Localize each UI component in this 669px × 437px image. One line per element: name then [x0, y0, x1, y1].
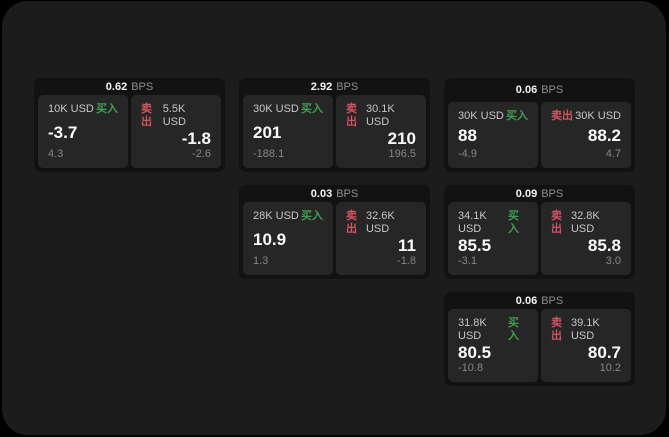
- buy-price: 80.5: [458, 343, 492, 362]
- buy-label: 买入: [508, 317, 520, 342]
- buy-delta: 1.3: [253, 255, 269, 267]
- quote-card-grid: 0.62 BPS 10K USD 买入 -3.7 4.3 卖出 5.5K USD: [34, 78, 635, 386]
- sell-panel[interactable]: 卖出 30.1K USD 210 196.5: [336, 95, 426, 168]
- bps-value: 0.03: [310, 187, 333, 200]
- sell-label: 卖出: [551, 317, 562, 342]
- bps-value: 0.06: [515, 84, 538, 96]
- buy-label: 买入: [508, 210, 520, 235]
- buy-delta: -188.1: [253, 148, 285, 160]
- sell-amount: 39.1K USD: [570, 317, 600, 342]
- bps-unit-label: BPS: [131, 80, 154, 93]
- bps-unit-label: BPS: [541, 84, 564, 96]
- buy-delta: 4.3: [48, 148, 64, 160]
- card-header: 0.06 BPS: [444, 78, 635, 102]
- sell-amount: 30.1K USD: [365, 103, 395, 128]
- card-header: 2.92 BPS: [239, 78, 430, 95]
- sell-amount: 32.6K USD: [365, 210, 395, 235]
- sell-label: 卖出: [346, 210, 357, 235]
- bps-value: 0.62: [105, 80, 128, 93]
- sell-delta: 10.2: [599, 362, 621, 374]
- quote-card: 0.03 BPS 28K USD 买入 10.9 1.3 卖出 32.6K US…: [239, 185, 430, 279]
- bps-unit-label: BPS: [336, 187, 359, 200]
- buy-price: -3.7: [48, 122, 78, 142]
- buy-panel[interactable]: 31.8K USD 买入 80.5 -10.8: [448, 309, 538, 382]
- sell-label: 卖出: [141, 103, 152, 128]
- sell-amount: 5.5K USD: [162, 103, 186, 128]
- sell-price: 88.2: [587, 126, 621, 145]
- buy-panel[interactable]: 28K USD 买入 10.9 1.3: [243, 202, 333, 275]
- bps-value: 0.09: [515, 187, 538, 200]
- sell-delta: -1.8: [397, 255, 416, 267]
- sell-panel[interactable]: 卖出 32.6K USD 11 -1.8: [336, 202, 426, 275]
- buy-amount: 31.8K USD: [458, 317, 487, 342]
- buy-price: 88: [458, 126, 477, 145]
- bps-unit-label: BPS: [541, 294, 564, 307]
- card-header: 0.62 BPS: [34, 78, 225, 95]
- buy-label: 买入: [506, 110, 528, 122]
- buy-delta: -10.8: [458, 362, 484, 374]
- card-body: 31.8K USD 买入 80.5 -10.8 卖出 39.1K USD 80.…: [448, 309, 631, 382]
- card-body: 10K USD 买入 -3.7 4.3 卖出 5.5K USD -1.8 -2.…: [38, 95, 221, 168]
- sell-price: 210: [387, 129, 416, 148]
- quote-card: 0.06 BPS 30K USD 买入 88 -4.9 卖出 30K USD: [444, 78, 635, 172]
- sell-price: 11: [398, 236, 416, 255]
- sell-delta: -2.6: [192, 148, 211, 160]
- sell-panel[interactable]: 卖出 32.8K USD 85.8 3.0: [541, 202, 631, 275]
- bps-unit-label: BPS: [336, 80, 359, 93]
- card-header: 0.06 BPS: [444, 292, 635, 309]
- buy-panel[interactable]: 34.1K USD 买入 85.5 -3.1: [448, 202, 538, 275]
- buy-amount: 28K USD: [253, 210, 299, 222]
- buy-amount: 30K USD: [458, 110, 504, 122]
- sell-panel[interactable]: 卖出 30K USD 88.2 4.7: [541, 102, 631, 168]
- sell-label: 卖出: [346, 103, 357, 128]
- sell-label: 卖出: [551, 210, 562, 235]
- card-header: 0.09 BPS: [444, 185, 635, 202]
- bps-value: 0.06: [515, 294, 538, 307]
- sell-label: 卖出: [551, 110, 573, 122]
- buy-label: 买入: [301, 103, 323, 115]
- quote-card: 0.09 BPS 34.1K USD 买入 85.5 -3.1 卖出 32.8K…: [444, 185, 635, 279]
- card-header: 0.03 BPS: [239, 185, 430, 202]
- buy-amount: 30K USD: [253, 103, 299, 115]
- sell-price: 85.8: [587, 236, 621, 255]
- buy-amount: 34.1K USD: [458, 210, 487, 235]
- buy-amount: 10K USD: [48, 103, 94, 115]
- sell-panel[interactable]: 卖出 39.1K USD 80.7 10.2: [541, 309, 631, 382]
- sell-delta: 196.5: [388, 148, 416, 160]
- sell-price: -1.8: [181, 129, 211, 148]
- quote-card: 2.92 BPS 30K USD 买入 201 -188.1 卖出 30.1K …: [239, 78, 430, 172]
- card-body: 28K USD 买入 10.9 1.3 卖出 32.6K USD 11 -1.8: [243, 202, 426, 275]
- sell-delta: 3.0: [605, 255, 621, 267]
- sell-panel[interactable]: 卖出 5.5K USD -1.8 -2.6: [131, 95, 221, 168]
- sell-amount: 32.8K USD: [570, 210, 600, 235]
- quote-card: 0.62 BPS 10K USD 买入 -3.7 4.3 卖出 5.5K USD: [34, 78, 225, 172]
- card-body: 30K USD 买入 88 -4.9 卖出 30K USD 88.2 4.7: [448, 102, 631, 168]
- sell-amount: 30K USD: [575, 110, 621, 122]
- buy-panel[interactable]: 10K USD 买入 -3.7 4.3: [38, 95, 128, 168]
- bps-unit-label: BPS: [541, 187, 564, 200]
- sell-price: 80.7: [587, 343, 621, 362]
- buy-panel[interactable]: 30K USD 买入 201 -188.1: [243, 95, 333, 168]
- sell-delta: 4.7: [605, 148, 621, 160]
- bps-value: 2.92: [310, 80, 333, 93]
- buy-label: 买入: [96, 103, 118, 115]
- buy-panel[interactable]: 30K USD 买入 88 -4.9: [448, 102, 538, 168]
- card-body: 30K USD 买入 201 -188.1 卖出 30.1K USD 210 1…: [243, 95, 426, 168]
- buy-label: 买入: [301, 210, 323, 222]
- buy-delta: -3.1: [458, 255, 477, 267]
- buy-price: 85.5: [458, 236, 492, 255]
- buy-price: 10.9: [253, 229, 287, 249]
- quote-card: 0.06 BPS 31.8K USD 买入 80.5 -10.8 卖出 39.1…: [444, 292, 635, 386]
- buy-delta: -4.9: [458, 148, 477, 160]
- card-body: 34.1K USD 买入 85.5 -3.1 卖出 32.8K USD 85.8…: [448, 202, 631, 275]
- buy-price: 201: [253, 122, 282, 142]
